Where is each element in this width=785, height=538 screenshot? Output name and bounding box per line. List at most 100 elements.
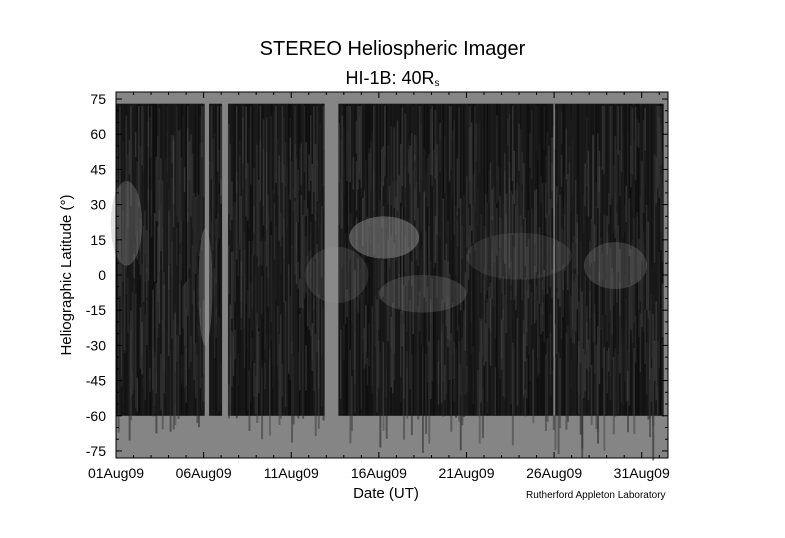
- heatmap-column: [185, 103, 188, 416]
- heatmap-streak: [604, 381, 607, 416]
- heatmap-streak: [314, 333, 317, 437]
- heatmap-streak: [532, 349, 535, 424]
- subtitle-main: HI-1B: 40R: [345, 68, 435, 88]
- heatmap-streak: [242, 106, 245, 190]
- heatmap-column: [256, 103, 259, 416]
- heatmap-streak: [246, 289, 249, 348]
- heatmap-streak: [529, 132, 532, 169]
- heatmap-streak: [417, 207, 420, 243]
- heatmap-streak: [537, 106, 540, 160]
- heatmap-streak: [655, 157, 658, 204]
- heatmap-streak: [401, 107, 404, 187]
- heatmap-streak: [393, 327, 396, 381]
- heatmap-streak: [354, 269, 357, 384]
- heatmap-column: [644, 103, 647, 416]
- heatmap-column: [582, 103, 585, 416]
- heatmap-streak: [128, 140, 131, 174]
- heatmap-streak: [343, 154, 346, 265]
- heatmap-streak: [582, 348, 585, 399]
- heatmap-streak: [379, 207, 382, 258]
- heatmap-streak: [201, 376, 204, 411]
- chart-title: STEREO Heliospheric Imager: [259, 38, 526, 60]
- heatmap-streak: [273, 111, 276, 194]
- heatmap-streak: [355, 160, 358, 211]
- heatmap-streak: [467, 133, 470, 234]
- heatmap-streak: [455, 348, 458, 418]
- heatmap-streak: [521, 191, 524, 301]
- heatmap-streak: [360, 294, 363, 409]
- heatmap-image: [110, 103, 664, 461]
- heatmap-streak: [355, 120, 358, 154]
- heatmap-streak: [194, 223, 197, 263]
- heatmap-column: [399, 103, 402, 416]
- heatmap-streak: [262, 238, 265, 272]
- heatmap-streak: [190, 336, 193, 362]
- heatmap-streak: [157, 226, 159, 304]
- heatmap-streak: [392, 303, 394, 394]
- heatmap-streak: [380, 259, 383, 298]
- heatmap-streak: [243, 168, 246, 250]
- heatmap-streak: [144, 314, 147, 401]
- heatmap-streak: [614, 348, 617, 417]
- heatmap-column: [346, 103, 349, 416]
- heatmap-streak: [234, 329, 237, 360]
- heatmap-streak: [451, 302, 454, 353]
- heatmap-column: [298, 103, 301, 416]
- heatmap-streak: [483, 267, 486, 344]
- heatmap-streak: [609, 247, 612, 310]
- heatmap-streak: [642, 244, 645, 332]
- heatmap-streak: [270, 236, 273, 340]
- heatmap-streak: [357, 126, 360, 181]
- heatmap-streak: [123, 295, 126, 354]
- heatmap-column: [322, 103, 325, 416]
- heatmap-streak: [398, 273, 401, 308]
- heatmap-streak: [458, 107, 461, 209]
- heatmap-streak: [145, 230, 148, 273]
- heatmap-streak: [412, 243, 415, 335]
- heatmap-streak: [579, 287, 582, 363]
- heatmap-streak: [322, 106, 325, 187]
- heatmap-streak: [363, 190, 366, 219]
- heatmap-streak: [202, 106, 205, 197]
- heatmap-streak: [213, 277, 216, 359]
- heatmap-streak: [507, 118, 510, 146]
- heatmap-streak: [215, 218, 218, 283]
- heatmap-column: [628, 103, 631, 416]
- heatmap-streak: [144, 210, 147, 282]
- heatmap-streak: [491, 248, 494, 300]
- heatmap-column: [461, 103, 464, 416]
- heatmap-streak: [600, 237, 603, 330]
- heatmap-streak: [303, 106, 306, 172]
- bright-feature: [466, 232, 572, 280]
- y-tick-label: 75: [90, 91, 106, 107]
- heatmap-column: [620, 103, 623, 416]
- heatmap-streak: [570, 295, 573, 338]
- heatmap-streak: [158, 210, 161, 324]
- heatmap-streak: [559, 358, 562, 429]
- heatmap-column: [141, 103, 144, 416]
- heatmap-streak: [429, 299, 432, 399]
- heatmap-streak: [388, 185, 391, 269]
- heatmap-streak: [537, 274, 540, 377]
- heatmap-streak: [612, 164, 615, 234]
- heatmap-streak: [253, 362, 256, 397]
- heatmap-column: [439, 103, 442, 416]
- heatmap-column: [655, 103, 658, 416]
- heatmap-streak: [390, 316, 393, 388]
- heatmap-streak: [273, 203, 276, 260]
- heatmap-streak: [366, 358, 369, 385]
- heatmap-streak: [284, 142, 287, 187]
- heatmap-streak: [582, 289, 585, 349]
- heatmap-streak: [524, 277, 527, 362]
- heatmap-streak: [314, 143, 317, 221]
- heatmap-column: [469, 103, 472, 416]
- heatmap-streak: [459, 341, 462, 451]
- heatmap-streak: [567, 326, 570, 422]
- heatmap-column: [611, 103, 614, 416]
- heatmap-streak: [578, 345, 581, 395]
- heatmap-column: [511, 103, 514, 416]
- heatmap-streak: [551, 269, 554, 298]
- heatmap-streak: [631, 108, 634, 176]
- heatmap-streak: [291, 244, 294, 354]
